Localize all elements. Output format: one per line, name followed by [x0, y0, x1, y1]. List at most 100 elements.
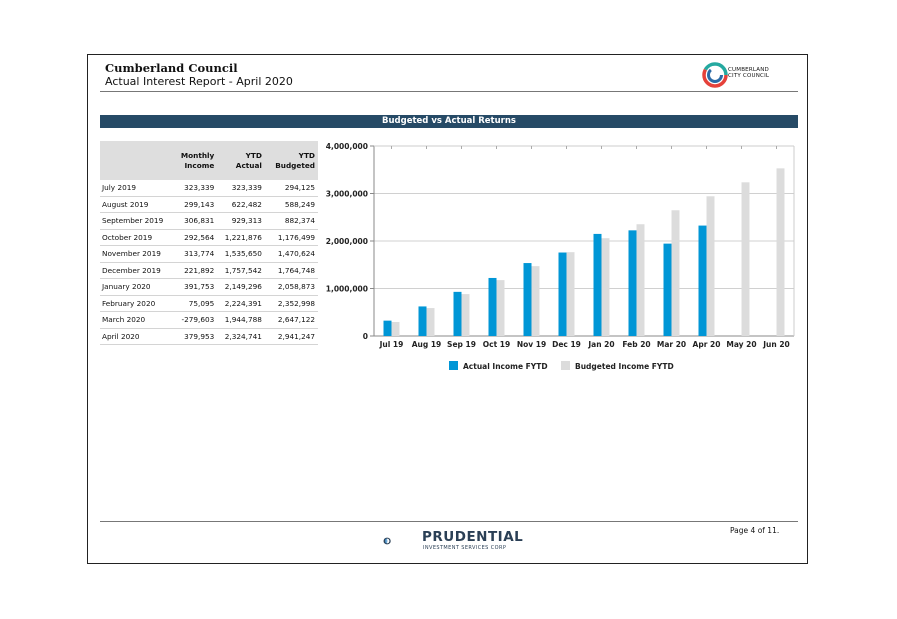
table-header-row: Monthly Income YTD Actual YTD Budgeted [100, 141, 318, 180]
y-tick-label: 2,000,000 [326, 237, 368, 246]
x-tick-label: Jul 19 [379, 340, 404, 349]
logo-text-line1: CUMBERLAND [728, 67, 769, 73]
table-cell-month: October 2019 [100, 229, 167, 246]
prudential-logo-icon [383, 537, 391, 545]
legend-label: Actual Income FYTD [463, 362, 548, 371]
legend-swatch [449, 361, 458, 370]
budget-vs-actual-chart: 0 1,000,000 2,000,000 3,000,000 4,000,000 Jul… [326, 142, 795, 371]
table-row: August 2019 299,143 622,482 588,249 [100, 196, 318, 213]
budget-bar [706, 196, 715, 336]
y-tick-label: 1,000,000 [326, 285, 368, 294]
x-tick-label: Jun 20 [762, 340, 790, 349]
table-cell-ytd-budget: 294,125 [264, 180, 318, 197]
x-tick-label: Apr 20 [693, 340, 721, 349]
x-tick-label: Oct 19 [483, 340, 510, 349]
budget-bar [601, 238, 610, 336]
table-cell-ytd-budget: 2,058,873 [264, 278, 318, 296]
table-row: March 2020 -279,603 1,944,788 2,647,122 [100, 311, 318, 329]
y-tick-label: 0 [363, 332, 368, 341]
x-tick-label: Feb 20 [622, 340, 650, 349]
table-cell-ytd-budget: 588,249 [264, 196, 318, 213]
table-cell-monthly: 75,095 [166, 295, 218, 312]
table-cell-ytd-actual: 2,324,741 [217, 328, 265, 345]
budget-bar [496, 280, 505, 336]
table-row: November 2019 313,774 1,535,650 1,470,624 [100, 245, 318, 263]
x-tick-label: Dec 19 [552, 340, 581, 349]
table-row: October 2019 292,564 1,221,876 1,176,499 [100, 229, 318, 246]
page-number: Page 4 of 11. [730, 526, 780, 535]
budget-bar [741, 182, 750, 336]
actual-bar [593, 233, 602, 336]
footer-company-name: PRUDENTIAL [422, 529, 524, 545]
header-divider [100, 91, 798, 92]
x-tick-label: Jan 20 [587, 340, 614, 349]
table-cell-month: November 2019 [100, 245, 167, 263]
table-cell-ytd-budget: 1,176,499 [264, 229, 318, 246]
table-cell-monthly: 292,564 [166, 229, 218, 246]
legend-label: Budgeted Income FYTD [575, 362, 674, 371]
budget-bar [776, 168, 785, 336]
report-org-title: Cumberland Council [105, 61, 238, 75]
table-cell-monthly: 221,892 [166, 262, 218, 279]
table-header-monthly-income: Monthly Income [166, 141, 218, 180]
cumberland-logo-icon [702, 62, 728, 88]
table-cell-month: March 2020 [100, 311, 167, 329]
actual-bar [383, 320, 392, 336]
table-cell-ytd-budget: 2,941,247 [264, 328, 318, 345]
table-cell-ytd-actual: 2,149,296 [217, 278, 265, 296]
table-row: January 2020 391,753 2,149,296 2,058,873 [100, 278, 318, 296]
table-cell-month: February 2020 [100, 295, 167, 312]
table-cell-ytd-actual: 1,535,650 [217, 245, 265, 263]
x-tick-label: May 20 [726, 340, 756, 349]
actual-bar [663, 243, 672, 336]
x-tick-label: Aug 19 [412, 340, 442, 349]
actual-bar [698, 225, 707, 336]
table-cell-ytd-actual: 929,313 [217, 212, 265, 230]
y-tick-label: 4,000,000 [326, 142, 368, 151]
section-banner: Budgeted vs Actual Returns [100, 115, 798, 128]
budget-bar [391, 322, 400, 336]
table-row: April 2020 379,953 2,324,741 2,941,247 [100, 328, 318, 345]
table-cell-month: December 2019 [100, 262, 167, 279]
table-cell-monthly: 391,753 [166, 278, 218, 296]
table-cell-ytd-budget: 882,374 [264, 212, 318, 230]
actual-bar [418, 306, 427, 336]
table-cell-monthly: 323,339 [166, 180, 218, 197]
table-cell-month: July 2019 [100, 180, 167, 197]
budget-bar [636, 224, 645, 336]
legend-swatch [561, 361, 570, 370]
table-cell-ytd-budget: 1,470,624 [264, 245, 318, 263]
table-cell-monthly: -279,603 [166, 311, 218, 329]
table-cell-month: April 2020 [100, 328, 167, 345]
y-tick-label: 3,000,000 [326, 190, 368, 199]
actual-bar [558, 252, 567, 336]
table-header-ytd-budgeted: YTD Budgeted [264, 141, 318, 180]
logo-text-line2: CITY COUNCIL [728, 73, 770, 79]
table-cell-monthly: 299,143 [166, 196, 218, 213]
table-header-ytd-actual: YTD Actual [217, 141, 265, 180]
table-cell-ytd-actual: 323,339 [217, 180, 265, 197]
budget-bar [461, 294, 470, 336]
table-body: July 2019 323,339 323,339 294,125 August 201… [100, 180, 318, 345]
table-row: February 2020 75,095 2,224,391 2,352,998 [100, 295, 318, 312]
actual-bar [453, 291, 462, 336]
table-cell-month: September 2019 [100, 212, 167, 230]
table-cell-ytd-actual: 1,221,876 [217, 229, 265, 246]
table-cell-ytd-actual: 2,224,391 [217, 295, 265, 312]
cumberland-logo-text: CUMBERLAND CITY COUNCIL [728, 67, 769, 79]
table-cell-ytd-budget: 1,764,748 [264, 262, 318, 279]
table-header-blank [100, 141, 167, 180]
income-table: Monthly Income YTD Actual YTD Budgeted J… [100, 141, 318, 345]
table-cell-ytd-budget: 2,647,122 [264, 311, 318, 329]
table-cell-ytd-budget: 2,352,998 [264, 295, 318, 312]
actual-bar [628, 230, 637, 336]
page-border [87, 54, 808, 564]
footer-divider [100, 521, 798, 522]
table-cell-ytd-actual: 1,944,788 [217, 311, 265, 329]
table-cell-ytd-actual: 622,482 [217, 196, 265, 213]
table-cell-monthly: 313,774 [166, 245, 218, 263]
table-cell-ytd-actual: 1,757,542 [217, 262, 265, 279]
report-subtitle: Actual Interest Report - April 2020 [105, 75, 293, 88]
x-tick-label: Mar 20 [657, 340, 686, 349]
table-row: September 2019 306,831 929,313 882,374 [100, 212, 318, 230]
